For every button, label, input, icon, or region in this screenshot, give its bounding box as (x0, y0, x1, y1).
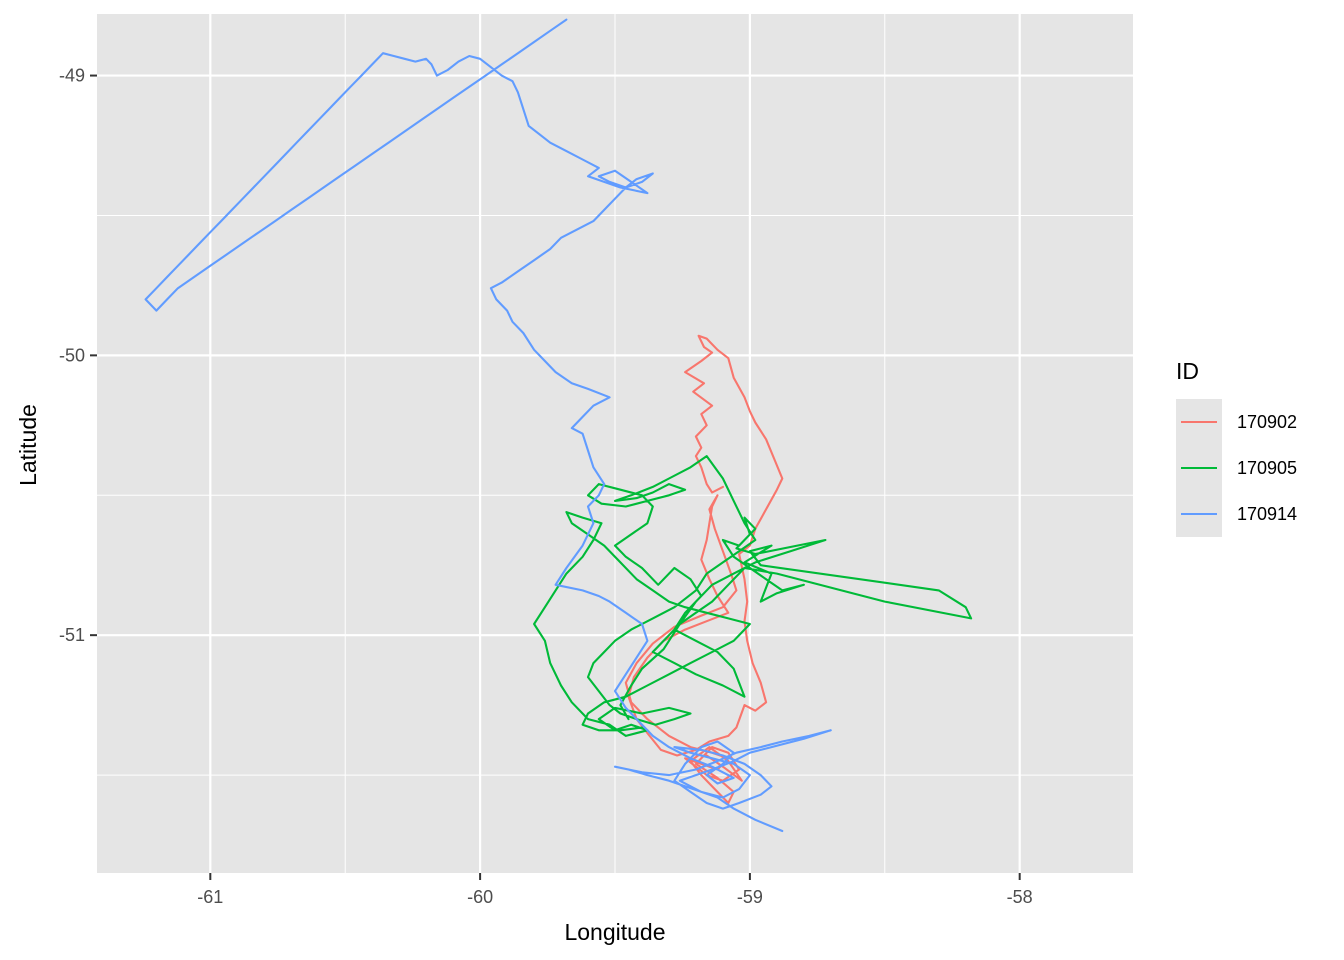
y-tick-label: -49 (59, 66, 85, 86)
x-tick-label: -60 (467, 887, 493, 907)
minor-gridlines (97, 14, 1133, 873)
x-tick-label: -58 (1007, 887, 1033, 907)
y-tick-labels: -49 -50 -51 (59, 66, 85, 646)
x-axis-title: Longitude (564, 919, 665, 945)
legend-title: ID (1176, 358, 1199, 384)
series-line-170914 (144, 18, 832, 833)
x-tick-label: -61 (197, 887, 223, 907)
axis-ticks (90, 74, 1021, 880)
major-gridlines (97, 14, 1133, 873)
legend-label: 170905 (1237, 458, 1297, 478)
y-tick-label: -51 (59, 625, 85, 645)
legend-label: 170902 (1237, 412, 1297, 432)
legend-keys: 170902 170905 170914 (1176, 399, 1297, 537)
series-layer (144, 18, 973, 833)
y-axis-title: Latitude (15, 404, 41, 486)
legend: ID 170902 170905 170914 (1176, 358, 1297, 537)
x-tick-label: -59 (737, 887, 763, 907)
y-tick-label: -50 (59, 345, 85, 365)
x-tick-labels: -61 -60 -59 -58 (197, 887, 1032, 907)
legend-label: 170914 (1237, 504, 1297, 524)
